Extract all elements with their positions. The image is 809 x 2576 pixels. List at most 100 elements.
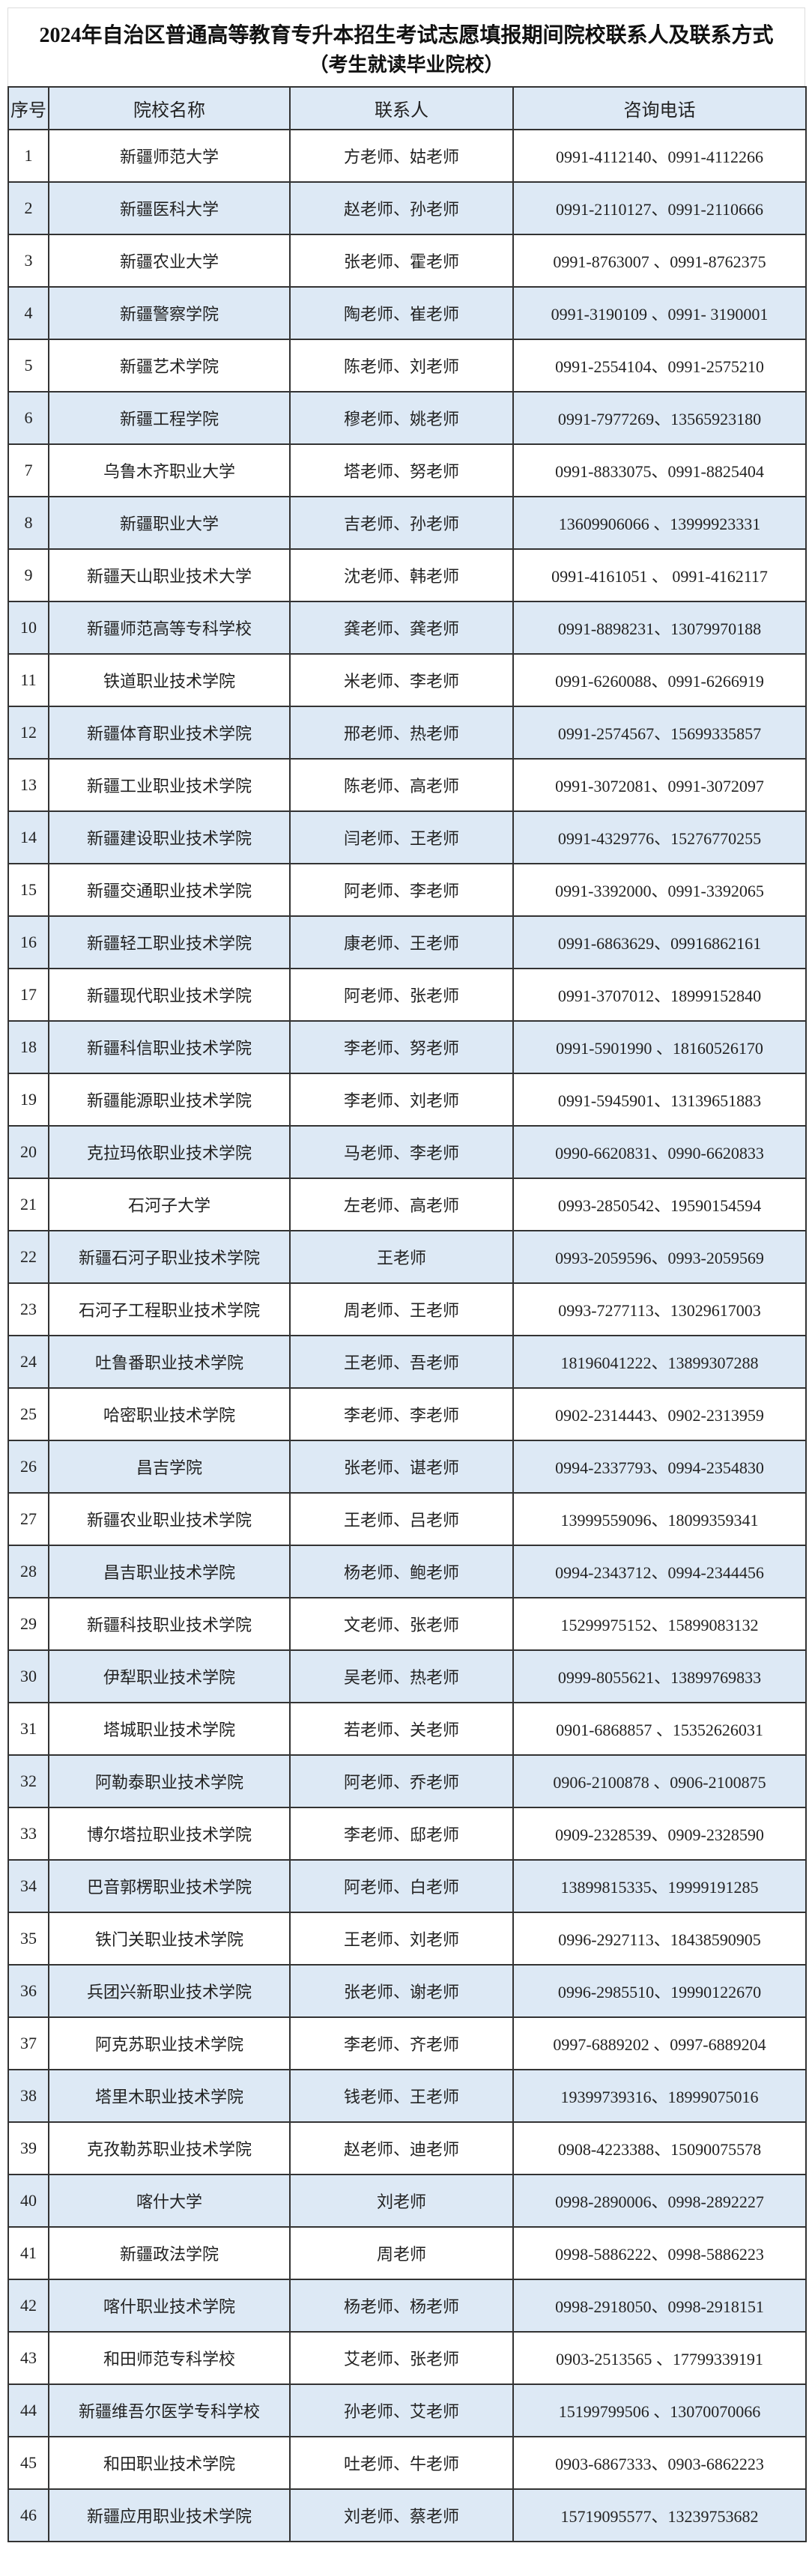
table-row: 24 吐鲁番职业技术学院 王老师、吾老师 18196041222、1389930728… bbox=[7, 1335, 807, 1389]
cell-contact: 阿老师、张老师 bbox=[289, 968, 514, 1022]
cell-phone: 0991-6260088、0991-6266919 bbox=[512, 653, 807, 707]
table-row: 41 新疆政法学院 周老师 0998-5886222、0998-5886223 bbox=[7, 2226, 807, 2280]
cell-phone: 0996-2985510、19990122670 bbox=[512, 1964, 807, 2018]
cell-contact: 阿老师、乔老师 bbox=[289, 1754, 514, 1808]
table-row: 39 克孜勒苏职业技术学院 赵老师、迪老师 0908-4223388、15090075… bbox=[7, 2121, 807, 2175]
cell-index: 24 bbox=[7, 1335, 49, 1389]
table-row: 17 新疆现代职业技术学院 阿老师、张老师 0991-3707012、18999152… bbox=[7, 968, 807, 1022]
cell-school: 乌鲁木齐职业大学 bbox=[48, 443, 291, 497]
cell-index: 12 bbox=[7, 706, 49, 760]
table-row: 12 新疆体育职业技术学院 邢老师、热老师 0991-2574567、15699335… bbox=[7, 706, 807, 760]
cell-index: 25 bbox=[7, 1387, 49, 1441]
cell-index: 46 bbox=[7, 2488, 49, 2542]
cell-contact: 闫老师、王老师 bbox=[289, 810, 514, 864]
cell-contact: 张老师、谢老师 bbox=[289, 1964, 514, 2018]
cell-index: 35 bbox=[7, 1912, 49, 1966]
page-subtitle: （考生就读毕业院校） bbox=[309, 54, 504, 76]
cell-school: 阿克苏职业技术学院 bbox=[48, 2016, 291, 2070]
table-row: 10 新疆师范高等专科学校 龚老师、龚老师 0991-8898231、13079970… bbox=[7, 601, 807, 655]
cell-index: 7 bbox=[7, 443, 49, 497]
cell-contact: 李老师、李老师 bbox=[289, 1387, 514, 1441]
table-row: 4 新疆警察学院 陶老师、崔老师 0991-3190109 、0991- 319000… bbox=[7, 286, 807, 340]
cell-contact: 吐老师、牛老师 bbox=[289, 2436, 514, 2490]
cell-school: 新疆工业职业技术学院 bbox=[48, 758, 291, 812]
cell-contact: 刘老师、蔡老师 bbox=[289, 2488, 514, 2542]
cell-contact: 李老师、邸老师 bbox=[289, 1807, 514, 1861]
cell-school: 石河子大学 bbox=[48, 1178, 291, 1231]
header-phone: 咨询电话 bbox=[512, 86, 807, 130]
cell-index: 29 bbox=[7, 1597, 49, 1651]
cell-index: 23 bbox=[7, 1282, 49, 1336]
table-row: 28 昌吉职业技术学院 杨老师、鲍老师 0994-2343712、0994-23444… bbox=[7, 1545, 807, 1598]
cell-index: 34 bbox=[7, 1859, 49, 1913]
cell-contact: 艾老师、张老师 bbox=[289, 2331, 514, 2385]
cell-contact: 赵老师、孙老师 bbox=[289, 181, 514, 235]
cell-index: 8 bbox=[7, 496, 49, 550]
table-row: 35 铁门关职业技术学院 王老师、刘老师 0996-2927113、184385909… bbox=[7, 1912, 807, 1966]
cell-school: 铁门关职业技术学院 bbox=[48, 1912, 291, 1966]
cell-phone: 13899815335、19999191285 bbox=[512, 1859, 807, 1913]
cell-index: 26 bbox=[7, 1440, 49, 1494]
cell-index: 40 bbox=[7, 2174, 49, 2228]
cell-school: 喀什职业技术学院 bbox=[48, 2279, 291, 2333]
cell-school: 新疆师范高等专科学校 bbox=[48, 601, 291, 655]
cell-index: 18 bbox=[7, 1020, 49, 1074]
cell-contact: 邢老师、热老师 bbox=[289, 706, 514, 760]
cell-phone: 13609906066 、13999923331 bbox=[512, 496, 807, 550]
cell-index: 30 bbox=[7, 1649, 49, 1703]
cell-school: 新疆职业大学 bbox=[48, 496, 291, 550]
cell-contact: 孙老师、艾老师 bbox=[289, 2383, 514, 2437]
cell-phone: 0903-6867333、0903-6862223 bbox=[512, 2436, 807, 2490]
cell-phone: 0997-6889202 、0997-6889204 bbox=[512, 2016, 807, 2070]
table-row: 37 阿克苏职业技术学院 李老师、齐老师 0997-6889202 、0997-688… bbox=[7, 2016, 807, 2070]
cell-school: 新疆轻工职业技术学院 bbox=[48, 915, 291, 969]
cell-index: 27 bbox=[7, 1492, 49, 1546]
cell-phone: 0994-2337793、0994-2354830 bbox=[512, 1440, 807, 1494]
cell-contact: 张老师、霍老师 bbox=[289, 234, 514, 288]
cell-phone: 0991-4329776、15276770255 bbox=[512, 810, 807, 864]
cell-school: 博尔塔拉职业技术学院 bbox=[48, 1807, 291, 1861]
cell-school: 新疆体育职业技术学院 bbox=[48, 706, 291, 760]
cell-phone: 0991-3072081、0991-3072097 bbox=[512, 758, 807, 812]
cell-school: 克孜勒苏职业技术学院 bbox=[48, 2121, 291, 2175]
table-row: 20 克拉玛依职业技术学院 马老师、李老师 0990-6620831、0990-662… bbox=[7, 1125, 807, 1179]
cell-phone: 0994-2343712、0994-2344456 bbox=[512, 1545, 807, 1598]
cell-phone: 0991-3707012、18999152840 bbox=[512, 968, 807, 1022]
cell-contact: 吉老师、孙老师 bbox=[289, 496, 514, 550]
cell-school: 昌吉学院 bbox=[48, 1440, 291, 1494]
cell-phone: 0991-2554104、0991-2575210 bbox=[512, 339, 807, 393]
table-row: 19 新疆能源职业技术学院 李老师、刘老师 0991-5945901、13139651… bbox=[7, 1073, 807, 1127]
table-row: 18 新疆科信职业技术学院 李老师、努老师 0991-5901990 、1816052… bbox=[7, 1020, 807, 1074]
cell-index: 28 bbox=[7, 1545, 49, 1598]
table-row: 44 新疆维吾尔医学专科学校 孙老师、艾老师 15199799506 、1307007… bbox=[7, 2383, 807, 2437]
cell-index: 14 bbox=[7, 810, 49, 864]
cell-contact: 龚老师、龚老师 bbox=[289, 601, 514, 655]
cell-contact: 刘老师 bbox=[289, 2174, 514, 2228]
cell-contact: 阿老师、李老师 bbox=[289, 863, 514, 917]
cell-school: 新疆石河子职业技术学院 bbox=[48, 1230, 291, 1284]
cell-contact: 塔老师、努老师 bbox=[289, 443, 514, 497]
table-row: 38 塔里木职业技术学院 钱老师、王老师 19399739316、1899907501… bbox=[7, 2069, 807, 2123]
cell-index: 11 bbox=[7, 653, 49, 707]
cell-index: 2 bbox=[7, 181, 49, 235]
cell-contact: 穆老师、姚老师 bbox=[289, 391, 514, 445]
cell-index: 20 bbox=[7, 1125, 49, 1179]
cell-contact: 阿老师、白老师 bbox=[289, 1859, 514, 1913]
cell-school: 新疆医科大学 bbox=[48, 181, 291, 235]
contacts-table: 序号 院校名称 联系人 咨询电话 1 新疆师范大学 方老师、姑老师 0991-4112… bbox=[7, 86, 807, 2542]
table-row: 25 哈密职业技术学院 李老师、李老师 0902-2314443、0902-23139… bbox=[7, 1387, 807, 1441]
cell-school: 新疆科信职业技术学院 bbox=[48, 1020, 291, 1074]
cell-index: 19 bbox=[7, 1073, 49, 1127]
table-row: 23 石河子工程职业技术学院 周老师、王老师 0993-7277113、1302961… bbox=[7, 1282, 807, 1336]
cell-phone: 0991-3392000、0991-3392065 bbox=[512, 863, 807, 917]
cell-phone: 0996-2927113、18438590905 bbox=[512, 1912, 807, 1966]
cell-phone: 0991-7977269、13565923180 bbox=[512, 391, 807, 445]
cell-contact: 周老师、王老师 bbox=[289, 1282, 514, 1336]
cell-contact: 若老师、关老师 bbox=[289, 1702, 514, 1756]
cell-school: 塔城职业技术学院 bbox=[48, 1702, 291, 1756]
cell-contact: 吴老师、热老师 bbox=[289, 1649, 514, 1703]
table-row: 2 新疆医科大学 赵老师、孙老师 0991-2110127、0991-2110666 bbox=[7, 181, 807, 235]
cell-contact: 陈老师、刘老师 bbox=[289, 339, 514, 393]
cell-phone: 0998-2918050、0998-2918151 bbox=[512, 2279, 807, 2333]
cell-index: 44 bbox=[7, 2383, 49, 2437]
